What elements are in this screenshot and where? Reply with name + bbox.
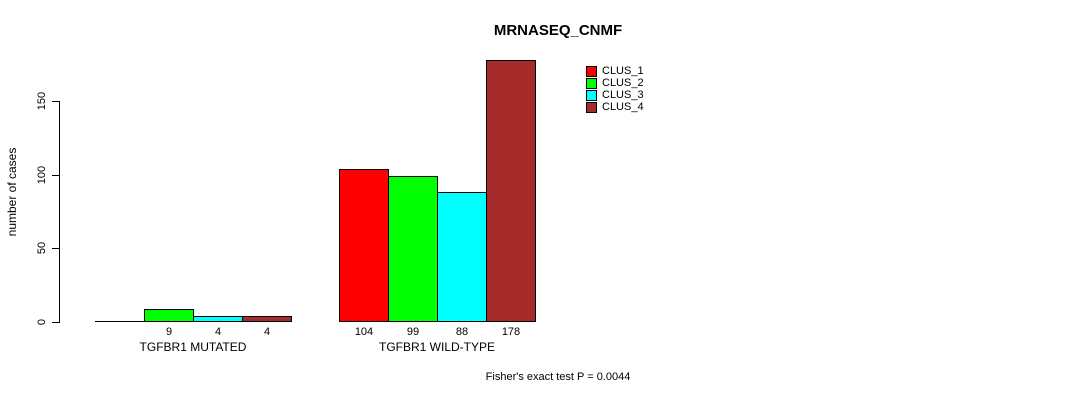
legend-swatch (586, 65, 597, 77)
legend-label: CLUS_2 (602, 77, 644, 89)
bar-value-label: 104 (354, 326, 374, 338)
bar-value-label: 4 (214, 326, 222, 338)
y-axis-line (59, 101, 60, 323)
pvalue-annotation: Fisher's exact test P = 0.0044 (485, 371, 631, 383)
legend-swatch (586, 101, 597, 113)
bar-clus-2-tgfbr1-mutated (144, 309, 194, 322)
y-axis-label: number of cases (5, 147, 19, 237)
x-group-label: TGFBR1 MUTATED (139, 340, 247, 354)
bar-clus-4-tgfbr1-mutated (242, 316, 292, 322)
bar-value-label: 88 (455, 326, 469, 338)
legend-label: CLUS_4 (602, 101, 644, 113)
bar-clus-3-tgfbr1-mutated (193, 316, 243, 322)
legend-item: CLUS_2 (586, 77, 644, 89)
y-axis-tick-label: 50 (36, 241, 48, 255)
legend-item: CLUS_3 (586, 89, 644, 101)
x-group-label: TGFBR1 WILD-TYPE (378, 340, 495, 354)
bar-clus-2-tgfbr1-wild-type (388, 176, 438, 322)
y-axis-tick-label: 0 (36, 318, 48, 326)
legend-item: CLUS_4 (586, 101, 644, 113)
bar-value-label: 99 (406, 326, 420, 338)
legend-label: CLUS_1 (602, 65, 644, 77)
chart-title: MRNASEQ_CNMF (493, 22, 623, 39)
y-axis-tick-label: 100 (36, 165, 48, 185)
legend: CLUS_1 CLUS_2 CLUS_3 CLUS_4 (586, 65, 644, 113)
y-axis-tick (52, 322, 60, 323)
bar-clus-3-tgfbr1-wild-type (437, 192, 487, 322)
legend-swatch (586, 77, 597, 89)
legend-label: CLUS_3 (602, 89, 644, 101)
legend-swatch (586, 89, 597, 101)
bar-value-label: 9 (165, 326, 173, 338)
bar-value-label: 4 (263, 326, 271, 338)
bar-clus-1-tgfbr1-wild-type (339, 169, 389, 322)
y-axis-tick (52, 248, 60, 249)
bar-value-label: 178 (501, 326, 521, 338)
y-axis-tick (52, 101, 60, 102)
legend-item: CLUS_1 (586, 65, 644, 77)
bar-clus-1-tgfbr1-mutated (95, 321, 145, 322)
bar-clus-4-tgfbr1-wild-type (486, 60, 536, 322)
y-axis-tick-label: 150 (36, 91, 48, 111)
y-axis-tick (52, 175, 60, 176)
